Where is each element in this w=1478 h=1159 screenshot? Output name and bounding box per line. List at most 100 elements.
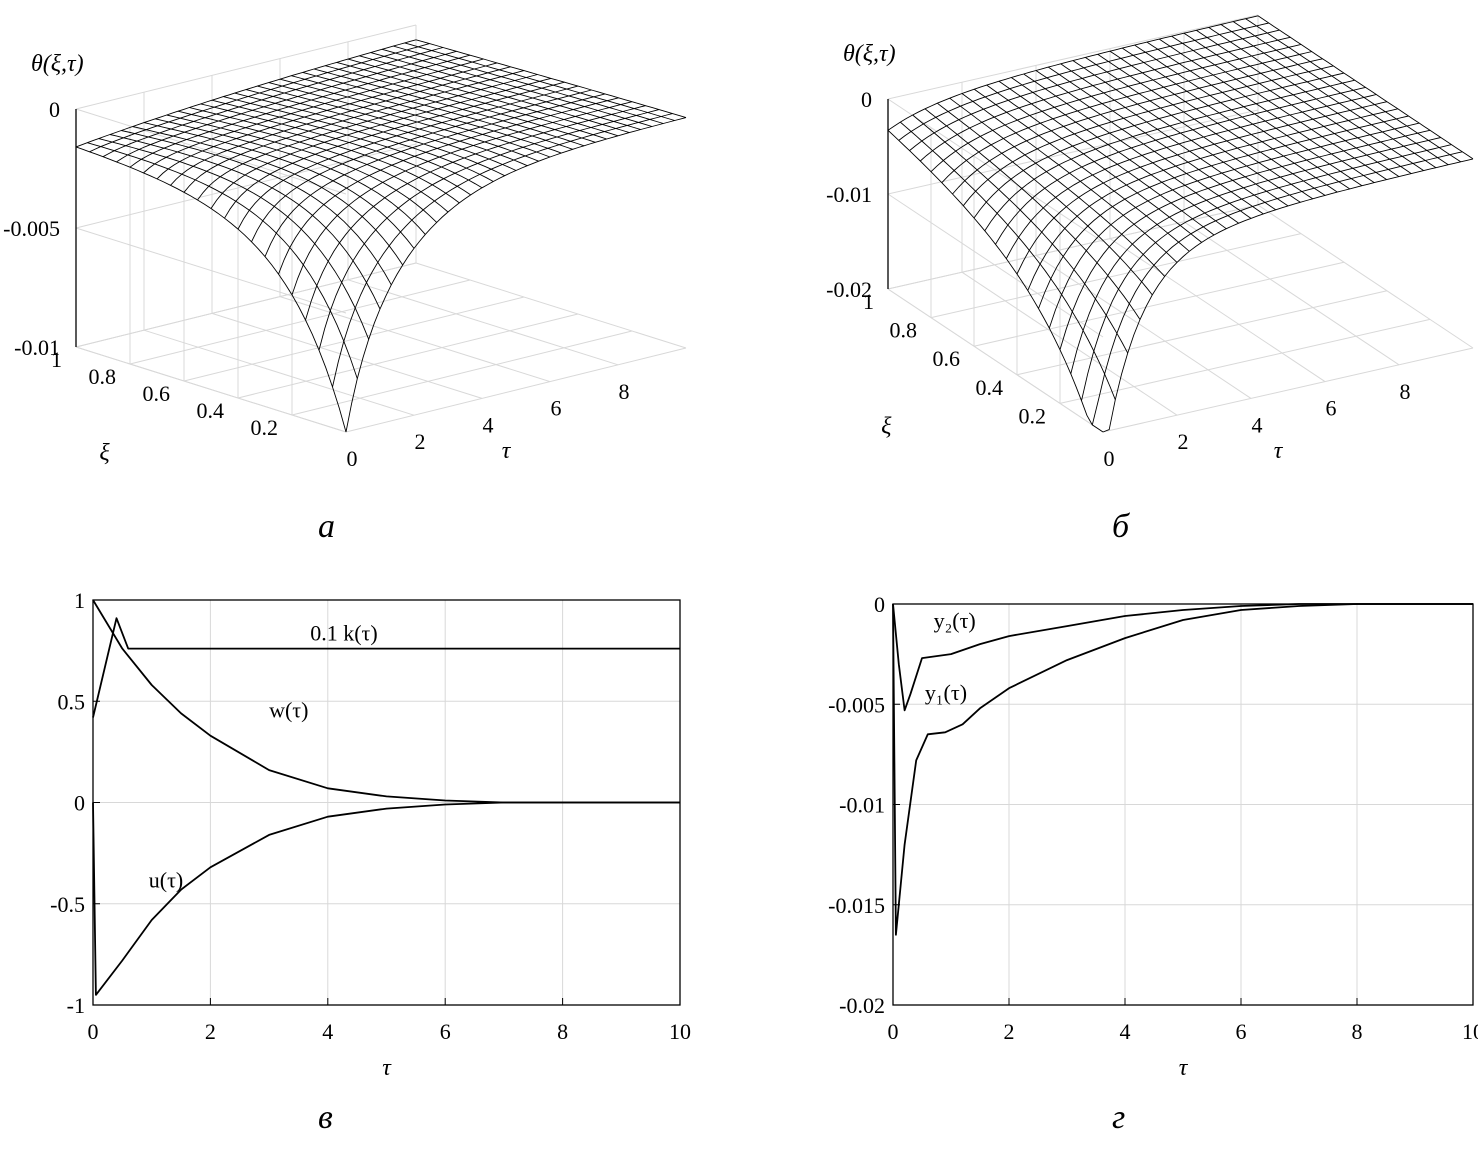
floor-grid-line	[1102, 347, 1474, 433]
y-tick-label: -0.5	[50, 892, 85, 917]
wall-grid-line	[75, 108, 347, 195]
z-tick-label: 0	[861, 87, 872, 112]
tau-tick-label: 2	[415, 429, 426, 454]
mesh-line-xi	[1102, 158, 1474, 433]
wall-grid-line	[75, 262, 417, 348]
xi-axis-title: ξ	[99, 440, 110, 466]
mesh-line-tau	[912, 114, 1129, 354]
mesh-line-tau	[109, 134, 381, 310]
mesh-line-tau	[1183, 32, 1400, 177]
mesh-line-tau	[211, 99, 483, 189]
x-tick-label: 10	[669, 1019, 691, 1044]
panel-label-a: а	[318, 508, 335, 545]
floor-grid-line	[211, 312, 483, 399]
mesh-line-xi	[962, 65, 1334, 206]
x-axis-title: τ	[1179, 1055, 1189, 1081]
mesh-line-tau	[166, 114, 438, 223]
mesh-line-tau	[1220, 24, 1437, 169]
floor-grid-line	[415, 262, 687, 349]
mesh-line-tau	[1109, 50, 1326, 196]
y-tick-label: -0.005	[828, 692, 885, 717]
mesh-line-tau	[336, 61, 607, 140]
floor-grid-line	[1016, 290, 1388, 376]
floor-grid-line	[347, 279, 619, 366]
wall-grid-line	[887, 109, 1259, 195]
x-tick-label: 2	[205, 1019, 216, 1044]
tau-tick-label: 0	[347, 446, 358, 471]
mesh-line-tau	[1122, 47, 1338, 193]
wall-grid-line	[75, 24, 417, 110]
line-plot-d: 0 2 4 6 8 10 0 -0.005 -0.01 -0.015 -0.02 y₂(τ) y₁(τ)…	[828, 592, 1478, 1081]
mesh-line-tau	[937, 102, 1153, 296]
mesh-line-tau	[404, 42, 675, 121]
mesh-line-tau	[200, 103, 471, 196]
mesh-line-xi	[973, 72, 1345, 219]
mesh-line-tau	[1196, 29, 1412, 174]
tau-tick-label: 6	[1326, 396, 1337, 421]
x-axis-title: τ	[382, 1055, 392, 1081]
z-tick-label: -0.02	[826, 277, 872, 302]
mesh-line-tau	[1060, 63, 1276, 211]
xi-tick-label: 0.6	[933, 346, 961, 371]
mesh-line-tau	[393, 45, 664, 124]
wall-grid-line	[887, 193, 1104, 338]
xi-tick-label: 0.8	[89, 364, 117, 389]
xi-axis-title: ξ	[881, 414, 892, 440]
plot-frame	[892, 603, 1474, 1006]
mesh-line-tau	[359, 55, 630, 134]
z-tick-label: -0.01	[826, 182, 872, 207]
mesh-line-tau	[1011, 77, 1227, 230]
mesh-line-tau	[1146, 41, 1363, 187]
tau-axis-title: τ	[502, 438, 512, 464]
x-tick-label: 2	[1004, 1019, 1015, 1044]
floor-grid-line	[129, 279, 471, 365]
xi-tick-label: 0.2	[1019, 403, 1047, 428]
series-label-0: 0.1 k(τ)	[310, 621, 378, 646]
mesh-line-tau	[257, 85, 528, 167]
mesh-line-tau	[291, 75, 562, 154]
mesh-line-tau	[189, 107, 460, 204]
wall-grid-line	[887, 14, 1259, 100]
xi-tick-label: 0.4	[976, 375, 1004, 400]
tau-tick-label: 0	[1104, 446, 1115, 471]
y-tick-label: -0.02	[839, 993, 885, 1018]
series-line-0	[892, 603, 1473, 712]
tau-tick-label: 8	[1400, 379, 1411, 404]
mesh-line-tau	[1245, 18, 1461, 163]
mesh-line-tau	[143, 122, 415, 249]
tau-tick-label: 2	[1178, 429, 1189, 454]
mesh-line-tau	[1134, 44, 1350, 190]
mesh-line-tau	[268, 82, 539, 162]
series-line-1	[892, 603, 1473, 936]
x-tick-label: 0	[88, 1019, 99, 1044]
mesh-line-xi	[197, 74, 538, 201]
mesh-line-tau	[1072, 60, 1289, 207]
mesh-line-xi	[170, 66, 511, 186]
series-line-0	[92, 617, 680, 718]
x-tick-label: 0	[888, 1019, 899, 1044]
y-tick-label: 0.5	[58, 689, 86, 714]
x-tick-label: 6	[440, 1019, 451, 1044]
floor-grid-line	[237, 313, 579, 399]
floor-grid-line	[1059, 318, 1431, 404]
xi-tick-label: 1	[863, 289, 874, 314]
y-tick-label: 1	[74, 588, 85, 613]
mesh-line-xi	[237, 85, 579, 230]
wall-grid-line	[75, 227, 347, 314]
floor-grid-line	[1109, 238, 1326, 383]
panel-label-d: г	[1112, 1099, 1125, 1136]
floor-grid-line	[973, 261, 1345, 347]
floor-grid-line	[1257, 204, 1474, 349]
surface-plot-b: 0 2 4 6 8 0.2 0.4 0.6 0.8 1 0 -0.01 -0.02 τ ξ θ(ξ,τ)	[826, 14, 1474, 471]
x-tick-label: 4	[322, 1019, 333, 1044]
z-tick-label: -0.005	[3, 216, 60, 241]
mesh-line-xi	[210, 77, 552, 209]
x-tick-label: 4	[1120, 1019, 1131, 1044]
mesh-line-tau	[302, 71, 573, 150]
tau-axis-title: τ	[1274, 438, 1284, 464]
wall-grid-line	[75, 346, 347, 433]
wall-grid-line	[887, 204, 1259, 290]
surface-plot-a: 0 2 4 6 8 0.2 0.4 0.6 0.8 1 0 -0.005 -0.01 τ ξ θ(ξ,τ)	[3, 24, 687, 471]
mesh-line-xi	[952, 58, 1323, 195]
mesh-line-tau	[313, 68, 585, 147]
